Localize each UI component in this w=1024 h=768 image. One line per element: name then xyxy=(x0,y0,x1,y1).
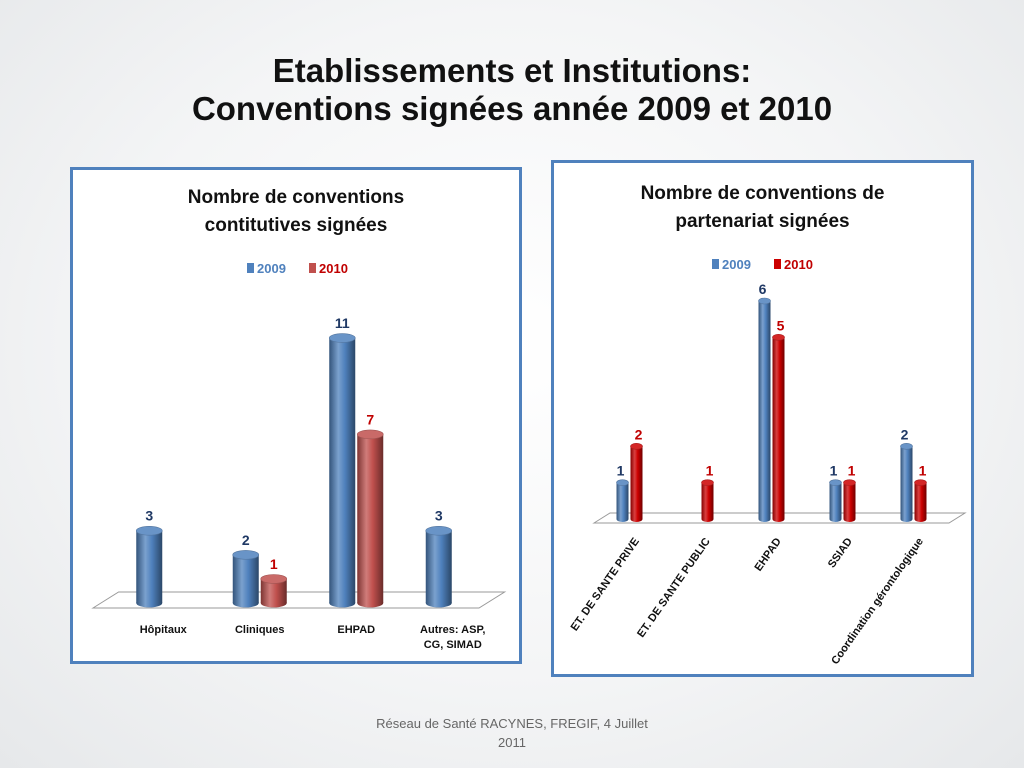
tick-label-1: Cliniques xyxy=(235,624,285,636)
data-label-2010-2: 5 xyxy=(777,317,785,333)
bar-2010-2 xyxy=(356,429,384,608)
bar-2009-2 xyxy=(328,333,356,608)
bar-2010-1 xyxy=(701,479,714,522)
chart-partnership: Nombre de conventions de partenariat sign… xyxy=(569,183,967,667)
data-label-2009-2: 11 xyxy=(335,315,350,331)
tick-label-0: ET. DE SANTE PRIVE xyxy=(569,536,642,634)
tick-label-2: EHPAD xyxy=(337,624,375,636)
data-label-2009-1: 2 xyxy=(242,532,250,548)
legend-swatch-2009 xyxy=(247,263,254,273)
chart-title-line-1: Nombre de conventions de xyxy=(641,183,885,204)
data-label-2010-1: 1 xyxy=(270,556,278,572)
tick-label-2: EHPAD xyxy=(753,536,784,574)
bar-2010-3 xyxy=(843,479,856,522)
bar-2009-4 xyxy=(900,443,913,522)
bar-2010-1 xyxy=(260,574,288,608)
bar-2010-4 xyxy=(914,479,927,522)
data-label-2009-3: 3 xyxy=(435,508,443,524)
bar-2010-0 xyxy=(630,443,643,522)
bar-2009-1 xyxy=(232,550,260,608)
chart-panel-partnership: Nombre de conventions de partenariat sign… xyxy=(551,160,974,677)
legend-swatch-2009 xyxy=(712,259,719,269)
data-label-2009-0: 1 xyxy=(617,463,625,479)
chart-title-line-2: contitutives signées xyxy=(205,215,388,236)
chart-panel-constitutive: Nombre de conventions contitutives signée… xyxy=(70,167,522,664)
slide-title-line-2: Conventions signées année 2009 et 2010 xyxy=(191,90,833,127)
chart-title-line-2: partenariat signées xyxy=(675,211,849,232)
tick-label-3-line-2: CG, SIMAD xyxy=(424,639,482,651)
bar-2009-2 xyxy=(758,297,771,522)
legend-label-2009: 2009 xyxy=(722,257,751,272)
data-label-2010-0: 2 xyxy=(635,426,643,442)
chart-floor xyxy=(91,591,507,609)
chart-constitutive: Nombre de conventions contitutives signée… xyxy=(91,187,507,651)
data-label-2009-3: 1 xyxy=(830,463,838,479)
bar-2009-3 xyxy=(829,479,842,522)
data-label-2010-4: 1 xyxy=(919,463,927,479)
bar-2009-0 xyxy=(135,526,163,608)
legend-swatch-2010 xyxy=(309,263,316,273)
legend-swatch-2010 xyxy=(774,259,781,269)
slide-title-line-1: Etablissements et Institutions: xyxy=(272,52,752,89)
tick-label-1: ET. DE SANTE PUBLIC xyxy=(635,536,713,640)
legend-label-2009: 2009 xyxy=(257,261,286,276)
tick-label-3-line-1: Autres: ASP, xyxy=(420,624,485,636)
footer-line-1: Réseau de Santé RACYNES, FREGIF, 4 Juill… xyxy=(376,716,648,731)
legend-label-2010: 2010 xyxy=(784,257,813,272)
legend-label-2010: 2010 xyxy=(319,261,348,276)
footer-line-2: 2011 xyxy=(498,735,526,750)
data-label-2010-1: 1 xyxy=(706,463,714,479)
chart-title-line-1: Nombre de conventions xyxy=(188,187,404,208)
slide-title: Etablissements et Institutions: Conventi… xyxy=(0,52,1024,128)
legend: 2009 2010 xyxy=(247,261,348,276)
bar-2010-2 xyxy=(772,334,785,522)
bar-2009-0 xyxy=(616,479,629,522)
data-label-2010-3: 1 xyxy=(848,463,856,479)
data-label-2009-4: 2 xyxy=(901,426,909,442)
data-label-2009-2: 6 xyxy=(759,281,767,297)
data-label-2010-2: 7 xyxy=(366,411,374,427)
bar-2009-3 xyxy=(425,526,453,608)
tick-label-3: SSIAD xyxy=(826,536,855,570)
tick-label-0: Hôpitaux xyxy=(140,624,188,636)
legend: 2009 2010 xyxy=(712,257,813,272)
footer: Réseau de Santé RACYNES, FREGIF, 4 Juill… xyxy=(330,714,694,752)
data-label-2009-0: 3 xyxy=(145,508,153,524)
